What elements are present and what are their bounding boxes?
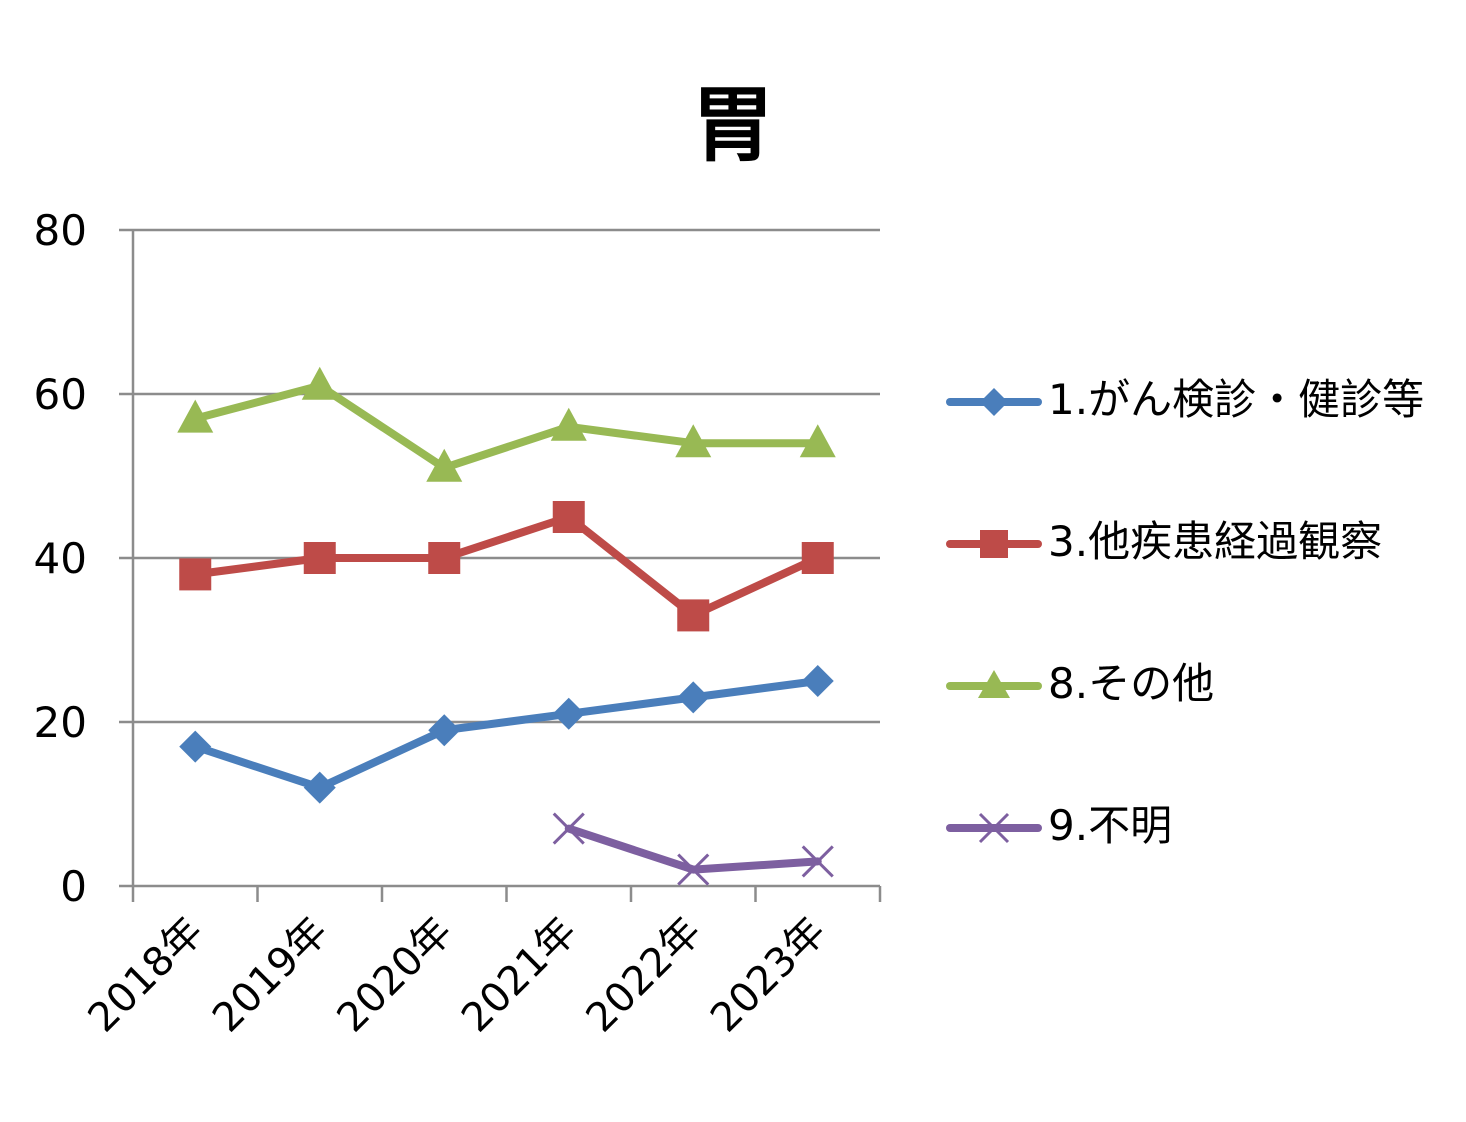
- data-point-triangle: [799, 424, 836, 458]
- data-point-diamond: [801, 665, 834, 697]
- series-line: [191, 381, 822, 472]
- x-tick-label: 2021年: [453, 909, 586, 1042]
- data-point-diamond: [677, 681, 710, 714]
- series-line: [191, 677, 822, 792]
- y-tick-label: 60: [34, 370, 87, 419]
- legend-item-series-2: 3.他疾患経過観察: [946, 512, 1428, 576]
- legend-label: 9.不明: [1048, 801, 1173, 850]
- legend-swatch-x: [946, 812, 1042, 844]
- data-point-square: [303, 542, 336, 574]
- data-point-triangle: [426, 448, 463, 482]
- legend-label: 1.がん検診・健診等: [1048, 375, 1425, 424]
- data-point-square: [677, 599, 710, 632]
- data-point-x: [677, 853, 710, 886]
- data-point-diamond: [428, 714, 461, 747]
- y-tick-label: 20: [34, 698, 87, 747]
- x-tick-label: 2019年: [204, 909, 337, 1042]
- data-point-square: [179, 558, 212, 591]
- data-point-square: [552, 501, 585, 533]
- data-point-diamond: [552, 697, 585, 730]
- x-tick-label: 2023年: [702, 909, 835, 1042]
- legend-item-series-3: 8.その他: [946, 654, 1428, 718]
- chart-title: 胃: [691, 78, 774, 173]
- data-point-triangle: [301, 366, 338, 400]
- data-point-x: [801, 845, 834, 878]
- x-tick-label: 2020年: [329, 909, 462, 1042]
- legend-item-series-4: 9.不明: [946, 796, 1428, 860]
- legend-swatch-triangle: [946, 670, 1042, 698]
- y-tick-label: 40: [34, 534, 87, 583]
- data-point-x: [552, 812, 585, 845]
- legend-label: 3.他疾患経過観察: [1048, 517, 1383, 566]
- series-line: [191, 513, 822, 620]
- x-tick-label: 2018年: [80, 909, 213, 1042]
- data-point-diamond: [303, 771, 336, 804]
- legend-swatch-square: [946, 530, 1042, 558]
- data-point-triangle: [550, 407, 587, 441]
- legend-swatch-diamond: [946, 388, 1042, 416]
- data-point-diamond: [179, 730, 212, 763]
- x-tick-label: 2022年: [578, 909, 711, 1042]
- legend-item-series-1: 1.がん検診・健診等: [946, 370, 1428, 434]
- y-tick-label: 0: [60, 862, 87, 911]
- series-line: [564, 824, 822, 874]
- data-point-triangle: [675, 424, 712, 458]
- y-tick-label: 80: [34, 206, 87, 255]
- data-point-square: [801, 542, 834, 574]
- data-point-triangle: [177, 399, 214, 433]
- data-point-square: [428, 542, 461, 574]
- legend-label: 8.その他: [1048, 659, 1215, 708]
